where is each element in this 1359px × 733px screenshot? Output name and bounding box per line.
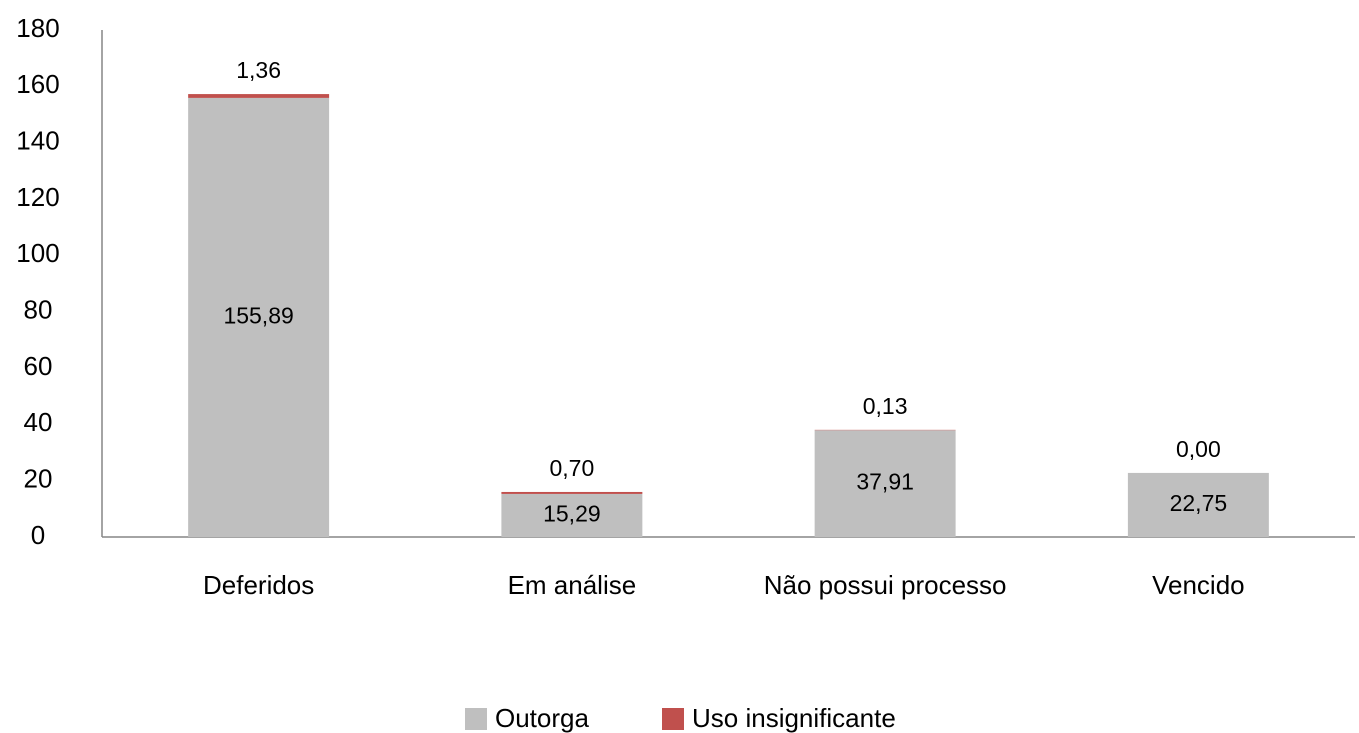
y-tick-label: 140 [16, 126, 59, 156]
y-tick-label: 20 [24, 464, 53, 494]
y-tick-label: 0 [31, 520, 45, 550]
bar-segment [501, 491, 643, 494]
data-label: 155,89 [223, 303, 293, 329]
legend-label: Outorga [495, 703, 589, 733]
y-tick-label: 180 [16, 13, 59, 43]
bar-segment [814, 430, 956, 537]
bar-segment [188, 94, 330, 98]
x-tick-label: Não possui processo [764, 570, 1007, 600]
y-tick-label: 100 [16, 238, 59, 268]
data-label: 0,00 [1176, 436, 1221, 462]
data-label: 1,36 [236, 57, 281, 83]
y-tick-label: 60 [24, 351, 53, 381]
data-label: 37,91 [856, 469, 914, 495]
data-label: 0,13 [863, 393, 908, 419]
x-tick-label: Em análise [508, 570, 637, 600]
data-label: 15,29 [543, 501, 601, 527]
data-label: 0,70 [549, 455, 594, 481]
bar-segment [188, 97, 330, 537]
legend-swatch [465, 708, 487, 730]
y-tick-label: 40 [24, 407, 53, 437]
legend-swatch [662, 708, 684, 730]
y-tick-label: 80 [24, 295, 53, 325]
y-tick-label: 160 [16, 69, 59, 99]
data-label: 22,75 [1170, 490, 1228, 516]
y-tick-label: 120 [16, 182, 59, 212]
x-tick-label: Deferidos [203, 570, 314, 600]
bar-segment [1127, 472, 1269, 537]
x-tick-label: Vencido [1152, 570, 1245, 600]
legend-label: Uso insignificante [692, 703, 896, 733]
bar-segment [501, 493, 643, 537]
